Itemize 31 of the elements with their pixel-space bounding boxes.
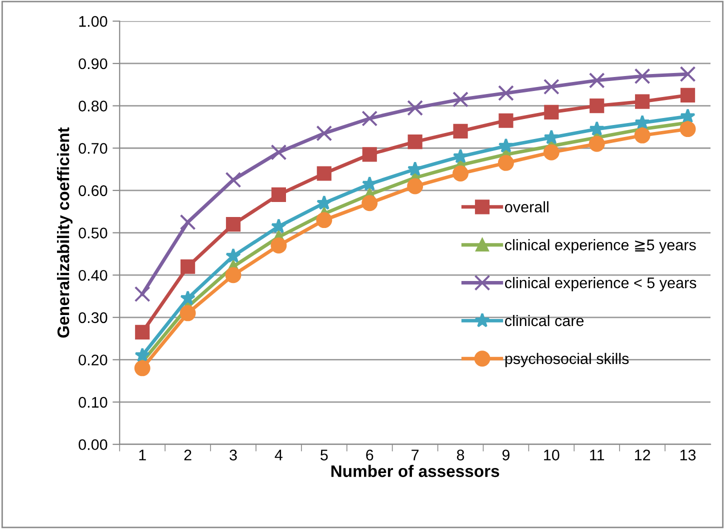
y-axis-title: Generalizability coefficient	[56, 127, 73, 338]
legend-label: clinical care	[505, 314, 584, 326]
y-tick-label: 0.30	[78, 312, 108, 324]
legend-label: psychosocial skills	[505, 352, 629, 368]
y-tick-label: 0.00	[78, 439, 108, 450]
x-tick-label: 2	[184, 450, 192, 460]
x-tick-label: 5	[320, 450, 328, 460]
x-tick-label: 1	[139, 450, 146, 460]
y-tick-label: 0.10	[78, 396, 108, 408]
legend-label: clinical experience ≧5 years	[505, 239, 696, 254]
x-axis-title: Number of assessors	[331, 464, 500, 478]
y-tick-label: 1.00	[79, 16, 108, 27]
legend-label: clinical experience < 5 years	[505, 277, 696, 292]
y-tick-label: 0.50	[78, 228, 108, 238]
y-tick-label: 0.40	[78, 270, 108, 281]
y-tick-label: 0.90	[78, 58, 108, 70]
y-tick-label: 0.20	[78, 354, 108, 366]
x-tick-label: 3	[230, 450, 237, 460]
x-tick-label: 10	[544, 450, 560, 460]
x-tick-label: 4	[274, 450, 283, 460]
x-tick-label: 9	[502, 450, 510, 460]
y-tick-label: 0.80	[78, 100, 108, 112]
y-tick-label: 0.70	[78, 142, 108, 154]
y-tick-label: 0.60	[78, 185, 108, 196]
x-tick-label: 12	[634, 450, 650, 460]
x-tick-label: 6	[366, 450, 374, 460]
x-tick-label: 7	[412, 450, 419, 460]
x-tick-label: 8	[456, 450, 464, 460]
x-tick-label: 11	[590, 450, 604, 460]
x-tick-label: 13	[680, 450, 696, 460]
legend-label: overall	[505, 201, 548, 212]
